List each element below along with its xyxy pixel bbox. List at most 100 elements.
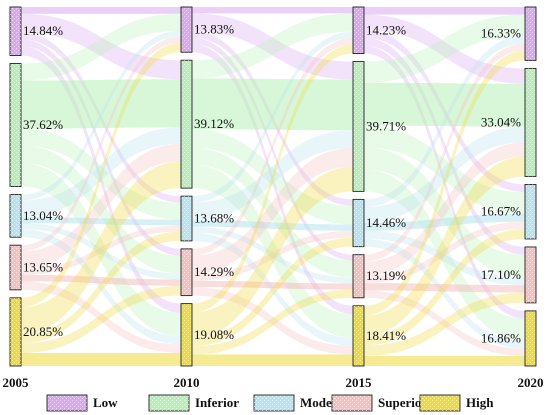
flow-2010-inferior-to-2015-high bbox=[192, 164, 353, 338]
node-texture-2015-high bbox=[353, 305, 364, 366]
flow-2015-inferior-to-2020-superior bbox=[364, 147, 525, 278]
flow-2015-superior-to-2020-moderate bbox=[364, 221, 525, 284]
node-texture-2020-high bbox=[525, 310, 536, 366]
node-texture-2015-inferior bbox=[353, 61, 364, 192]
year-label-2005: 2005 bbox=[3, 375, 30, 390]
flow-2015-low-to-2020-inferior bbox=[364, 14, 525, 84]
node-texture-2005-high bbox=[10, 297, 21, 366]
flow-2015-moderate-to-2020-superior bbox=[364, 230, 525, 286]
flow-2005-high-to-2010-superior bbox=[21, 285, 181, 353]
flow-2005-superior-to-2010-moderate bbox=[21, 225, 181, 275]
flow-2015-low-to-2020-high bbox=[364, 45, 525, 319]
legend-label-high: High bbox=[466, 395, 494, 410]
label-2010-superior: 14.29% bbox=[194, 264, 234, 279]
node-texture-2010-inferior bbox=[181, 60, 192, 189]
flow-2015-superior-to-2020-inferior bbox=[364, 142, 525, 276]
flow-2005-low-to-2010-inferior bbox=[21, 13, 181, 80]
flow-2005-low-to-2010-low bbox=[21, 7, 181, 14]
node-texture-2005-superior bbox=[10, 245, 21, 290]
flow-2015-moderate-to-2020-high bbox=[364, 238, 525, 349]
flow-2005-inferior-to-2010-inferior bbox=[21, 79, 181, 129]
legend-swatch-texture-inferior bbox=[149, 395, 189, 411]
label-2015-high: 18.41% bbox=[366, 328, 406, 343]
legend-swatch-texture-high bbox=[420, 395, 460, 411]
node-texture-2010-superior bbox=[181, 248, 192, 296]
label-2020-high: 16.86% bbox=[481, 330, 521, 345]
label-2005-superior: 13.65% bbox=[23, 259, 63, 274]
flow-2005-inferior-to-2010-low bbox=[21, 13, 181, 81]
flow-2015-inferior-to-2020-low bbox=[364, 14, 525, 83]
flow-2015-high-to-2020-inferior bbox=[364, 156, 525, 336]
flow-2015-superior-to-2020-high bbox=[364, 290, 525, 356]
year-label-2020: 2020 bbox=[518, 375, 544, 390]
flow-2010-inferior-to-2015-moderate bbox=[192, 129, 353, 225]
flow-2010-moderate-to-2015-inferior bbox=[192, 130, 353, 221]
flow-2015-moderate-to-2020-moderate bbox=[364, 213, 525, 231]
flow-2005-high-to-2010-moderate bbox=[21, 231, 181, 344]
node-texture-2020-superior bbox=[525, 246, 536, 303]
flow-2005-inferior-to-2010-high bbox=[21, 163, 181, 337]
label-2020-moderate: 16.67% bbox=[481, 204, 521, 219]
flow-2010-moderate-to-2015-moderate bbox=[192, 220, 353, 231]
flow-2010-high-to-2015-moderate bbox=[192, 237, 353, 347]
flow-2015-moderate-to-2020-low bbox=[364, 35, 525, 208]
flow-2010-inferior-to-2015-inferior bbox=[192, 78, 353, 131]
flow-2010-superior-to-2015-low bbox=[192, 38, 353, 256]
label-2015-moderate: 14.46% bbox=[366, 215, 406, 230]
flow-2005-moderate-to-2010-low bbox=[21, 30, 181, 201]
flow-2010-high-to-2015-high bbox=[192, 354, 353, 366]
legend-label-low: Low bbox=[93, 395, 118, 410]
flow-2010-inferior-to-2015-low bbox=[192, 13, 353, 79]
flow-2005-low-to-2010-superior bbox=[21, 39, 181, 256]
year-label-2010: 2010 bbox=[174, 375, 200, 390]
flow-2010-low-to-2015-superior bbox=[192, 37, 353, 261]
flow-2015-high-to-2020-low bbox=[364, 50, 525, 316]
flow-2015-inferior-to-2020-inferior bbox=[364, 82, 525, 127]
flow-2010-moderate-to-2015-high bbox=[192, 232, 353, 346]
node-texture-2020-low bbox=[525, 7, 536, 61]
flow-2010-high-to-2015-low bbox=[192, 44, 353, 313]
flow-2005-low-to-2010-high bbox=[21, 46, 181, 313]
node-texture-2005-inferior bbox=[10, 63, 21, 187]
node-texture-2010-low bbox=[181, 7, 192, 53]
flow-2010-high-to-2015-inferior bbox=[192, 166, 353, 338]
year-axis: 2005 2010 2015 2020 bbox=[3, 375, 544, 390]
label-2005-moderate: 13.04% bbox=[23, 208, 63, 223]
flow-2005-superior-to-2010-low bbox=[21, 36, 181, 252]
legend: Low Inferior Moderate Superior High bbox=[46, 394, 494, 412]
legend-swatch-texture-superior bbox=[332, 395, 372, 411]
flow-2010-superior-to-2015-high bbox=[192, 287, 353, 355]
flow-2005-inferior-to-2010-superior bbox=[21, 145, 181, 274]
label-2015-superior: 13.19% bbox=[366, 268, 406, 283]
flow-2010-superior-to-2015-superior bbox=[192, 280, 353, 290]
flow-2010-inferior-to-2015-superior bbox=[192, 147, 353, 278]
flow-2005-moderate-to-2010-moderate bbox=[21, 217, 181, 226]
flow-2005-superior-to-2010-inferior bbox=[21, 144, 181, 269]
node-texture-2015-superior bbox=[353, 254, 364, 298]
node-texture-2005-moderate bbox=[10, 194, 21, 238]
node-texture-2015-moderate bbox=[353, 199, 364, 247]
flow-2010-low-to-2015-low bbox=[192, 7, 353, 14]
flow-2015-low-to-2020-superior bbox=[364, 37, 525, 255]
flow-2005-moderate-to-2010-high bbox=[21, 229, 181, 345]
label-2010-inferior: 39.12% bbox=[194, 116, 234, 131]
flow-2005-high-to-2010-low bbox=[21, 42, 181, 308]
label-2010-low: 13.83% bbox=[194, 22, 234, 37]
label-2015-inferior: 39.71% bbox=[366, 118, 406, 133]
label-2015-low: 14.23% bbox=[366, 22, 406, 37]
flow-2005-moderate-to-2010-superior bbox=[21, 222, 181, 280]
flow-2015-inferior-to-2020-high bbox=[364, 169, 525, 341]
label-2010-high: 19.08% bbox=[194, 327, 234, 342]
label-2005-low: 14.84% bbox=[23, 23, 63, 38]
legend-label-superior: Superior bbox=[378, 395, 427, 410]
flow-2005-high-to-2010-high bbox=[21, 352, 181, 366]
flow-2015-high-to-2020-high bbox=[364, 355, 525, 366]
label-2020-inferior: 33.04% bbox=[481, 114, 521, 129]
flow-2010-low-to-2015-inferior bbox=[192, 13, 353, 80]
legend-swatch-texture-moderate bbox=[254, 395, 294, 411]
label-2005-high: 20.85% bbox=[23, 324, 63, 339]
node-texture-2020-inferior bbox=[525, 68, 536, 177]
flow-2010-moderate-to-2015-low bbox=[192, 31, 353, 203]
flow-2005-high-to-2010-inferior bbox=[21, 161, 181, 334]
